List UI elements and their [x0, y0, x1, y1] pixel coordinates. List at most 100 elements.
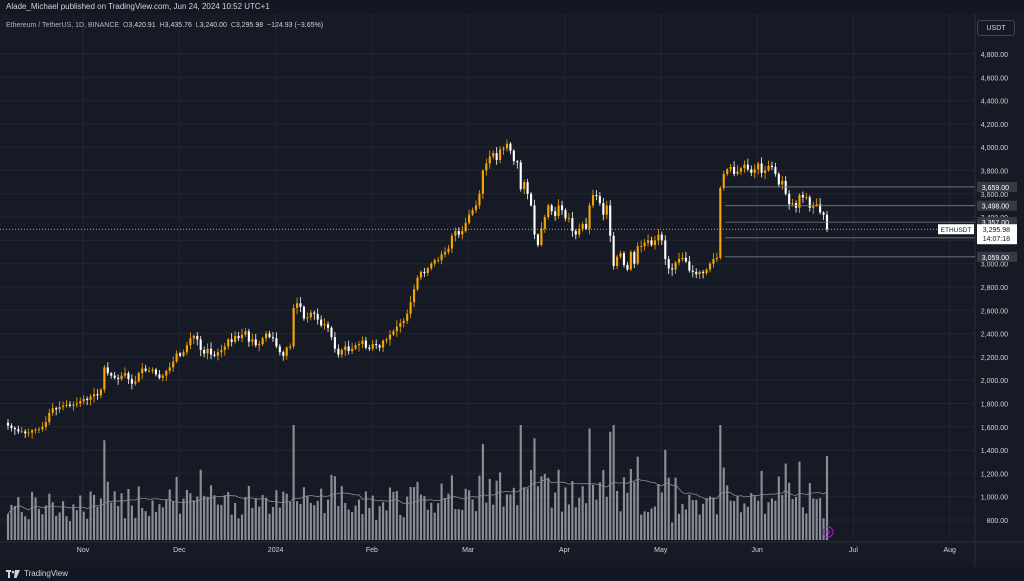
level-price-label: 3,059.00 [982, 255, 1009, 262]
volume-bar [65, 516, 68, 540]
candle-body [495, 153, 498, 161]
volume-bar [733, 500, 736, 540]
volume-bar [485, 502, 488, 540]
volume-bar [757, 500, 760, 540]
volume-bar [271, 507, 275, 540]
volume-bar [13, 505, 16, 540]
volume-bar [354, 505, 357, 540]
volume-bar [99, 498, 102, 540]
lightning-icon[interactable] [822, 526, 834, 538]
candle-body [13, 427, 16, 430]
time-axis-label: Mar [462, 547, 475, 554]
volume-bar [412, 487, 416, 540]
candle-body [688, 261, 691, 271]
volume-bar [58, 512, 61, 540]
high-value: 3,435.76 [164, 22, 192, 29]
candle-body [640, 246, 643, 248]
volume-bar [443, 498, 447, 540]
volume-bar [512, 487, 515, 540]
volume-bar [667, 477, 670, 540]
candle-body [37, 429, 41, 430]
volume-bar [309, 503, 312, 540]
candle-body [354, 345, 357, 349]
volume-bar [540, 476, 543, 540]
volume-bar [113, 491, 116, 540]
volume-bar [702, 503, 705, 540]
candle-body [733, 167, 736, 174]
volume-bar [382, 502, 385, 540]
candle-body [450, 235, 453, 249]
candle-body [378, 345, 381, 348]
candle-body [505, 143, 509, 149]
volume-bar [691, 500, 694, 540]
candle-body [320, 319, 323, 326]
volume-bar [564, 487, 567, 540]
volume-bar [454, 509, 457, 540]
candle-body [330, 327, 333, 338]
candle-body [777, 173, 780, 185]
volume-bar [622, 477, 626, 540]
volume-bar [509, 494, 512, 540]
currency-button[interactable]: USDT [977, 20, 1015, 36]
candle-body [471, 210, 474, 215]
volume-bar [743, 503, 746, 540]
chart-pane[interactable]: 4,800.00 4,600.00 4,400.00 4,200.00 4,000.00… [0, 14, 1024, 567]
time-axis-label: 2024 [268, 547, 284, 554]
volume-bar [481, 443, 484, 540]
candle-body [364, 340, 367, 348]
volume-bar [726, 485, 729, 540]
volume-bar [330, 474, 333, 540]
candle-body [24, 431, 27, 434]
candle-body [567, 218, 570, 220]
volume-bar [585, 503, 588, 540]
volume-bar [340, 486, 343, 540]
volume-bar [698, 514, 701, 540]
candle-body [244, 331, 247, 335]
volume-bar [268, 513, 271, 540]
volume-bar [619, 511, 622, 540]
volume-bar [753, 496, 756, 540]
volume-bar [295, 501, 299, 540]
candle-body [667, 259, 670, 269]
volume-bar [708, 496, 712, 540]
candle-body [189, 338, 192, 346]
volume-bar [781, 494, 784, 540]
volume-bar [20, 512, 23, 540]
volume-bar [302, 487, 306, 540]
price-tick-label: 2,400.00 [981, 332, 1008, 339]
candle-body [289, 346, 292, 348]
candlestick-chart[interactable]: 4,800.00 4,600.00 4,400.00 4,200.00 4,000.00… [0, 14, 1024, 567]
volume-bar [464, 488, 467, 540]
candle-body [368, 347, 371, 349]
last-price-label: 3,295.98 [983, 227, 1010, 234]
candle-body [440, 254, 443, 261]
volume-bar [55, 515, 58, 540]
candle-body [65, 404, 68, 406]
candle-body [382, 340, 385, 348]
volume-bar [671, 522, 674, 540]
volume-bar [643, 511, 646, 540]
volume-bar [17, 497, 20, 540]
candle-body [110, 373, 113, 376]
candle-body [158, 374, 161, 378]
candle-body [86, 398, 89, 401]
candle-body [478, 193, 481, 206]
candle-body [402, 320, 405, 324]
price-tick-label: 2,000.00 [981, 378, 1008, 385]
candle-body [79, 401, 82, 404]
volume-bar [285, 493, 288, 540]
candle-body [265, 333, 268, 339]
candle-body [419, 271, 423, 278]
volume-bar [736, 495, 739, 540]
candle-body [698, 271, 701, 275]
volume-bar [92, 494, 96, 540]
candle-body [633, 252, 636, 264]
volume-bar [79, 495, 82, 540]
volume-bar [825, 455, 829, 540]
volume-bar [306, 495, 309, 540]
volume-bar [519, 425, 522, 540]
volume-bar [719, 425, 722, 540]
candle-body [622, 253, 626, 265]
candle-body [547, 205, 550, 218]
candle-body [560, 205, 564, 211]
